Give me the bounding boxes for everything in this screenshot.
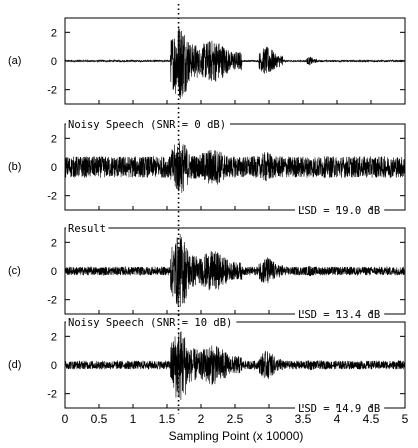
panel-letter: (a) bbox=[8, 55, 21, 67]
y-tick-label: 0 bbox=[51, 266, 57, 278]
panel-2: 2 0 -2 (b) Noisy Speech (SNR = 0 dB) LSD = 19… bbox=[8, 117, 406, 217]
y-tick-label: 2 bbox=[51, 133, 57, 145]
x-tick-label: 2 bbox=[198, 412, 205, 426]
y-tick-label: 0 bbox=[51, 360, 57, 372]
panel-letter: (c) bbox=[8, 265, 21, 277]
waveform-series bbox=[64, 27, 406, 99]
y-tick-label: 0 bbox=[51, 56, 57, 68]
panels-group: 2 0 -2 (a) 2 0 -2 (b) Noisy Speech (SNR = 0 dB) L… bbox=[8, 17, 406, 415]
waveform-series bbox=[64, 141, 406, 193]
y-tick-label: 2 bbox=[51, 237, 57, 249]
panel-bottom-label: LSD = 14.9 dB bbox=[298, 403, 380, 415]
y-tick-label: -2 bbox=[47, 295, 57, 307]
panel-top-label: Noisy Speech (SNR = 10 dB) bbox=[68, 317, 232, 329]
panel-4: 2 0 -2 (d) Noisy Speech (SNR = 10 dB) LSD = 1… bbox=[8, 315, 406, 415]
x-tick-label: 3 bbox=[266, 412, 273, 426]
x-tick-label: 2.5 bbox=[227, 412, 244, 426]
y-tick-label: -2 bbox=[47, 85, 57, 97]
x-tick-label: 1.5 bbox=[159, 412, 176, 426]
y-tick-label: 2 bbox=[51, 331, 57, 343]
x-axis-label: Sampling Point (x 10000) bbox=[169, 429, 304, 443]
panel-3: 2 0 -2 (c) Result LSD = 13.4 dB bbox=[8, 221, 406, 321]
panel-bottom-label: LSD = 13.4 dB bbox=[298, 309, 380, 321]
x-tick-label: 1 bbox=[130, 412, 137, 426]
y-tick-label: -2 bbox=[47, 191, 57, 203]
label-background bbox=[295, 401, 385, 414]
waveform-series bbox=[64, 331, 406, 400]
panel-letter: (d) bbox=[8, 359, 21, 371]
panel-top-label: Noisy Speech (SNR = 0 dB) bbox=[68, 119, 226, 131]
x-tick-label: 4 bbox=[334, 412, 341, 426]
x-tick-label: 3.5 bbox=[295, 412, 312, 426]
panel-top-label: Result bbox=[68, 223, 106, 235]
label-background bbox=[66, 221, 109, 234]
label-background bbox=[66, 117, 230, 130]
x-tick-label: 5 bbox=[402, 412, 409, 426]
panel-bottom-label: LSD = 19.0 dB bbox=[298, 205, 380, 217]
label-background bbox=[295, 307, 385, 320]
label-background bbox=[295, 203, 385, 216]
panel-letter: (b) bbox=[8, 161, 21, 173]
x-axis: 0 0.5 1 1.5 2 2.5 3 3.5 4 4.5 5 bbox=[62, 412, 409, 426]
panel-1: 2 0 -2 (a) bbox=[8, 17, 406, 105]
waveform-series bbox=[64, 234, 406, 307]
x-tick-label: 0.5 bbox=[91, 412, 108, 426]
label-background bbox=[66, 315, 237, 328]
y-tick-label: 0 bbox=[51, 162, 57, 174]
y-tick-label: -2 bbox=[47, 389, 57, 401]
x-tick-label: 4.5 bbox=[363, 412, 380, 426]
x-tick-label: 0 bbox=[62, 412, 69, 426]
y-tick-label: 2 bbox=[51, 27, 57, 39]
